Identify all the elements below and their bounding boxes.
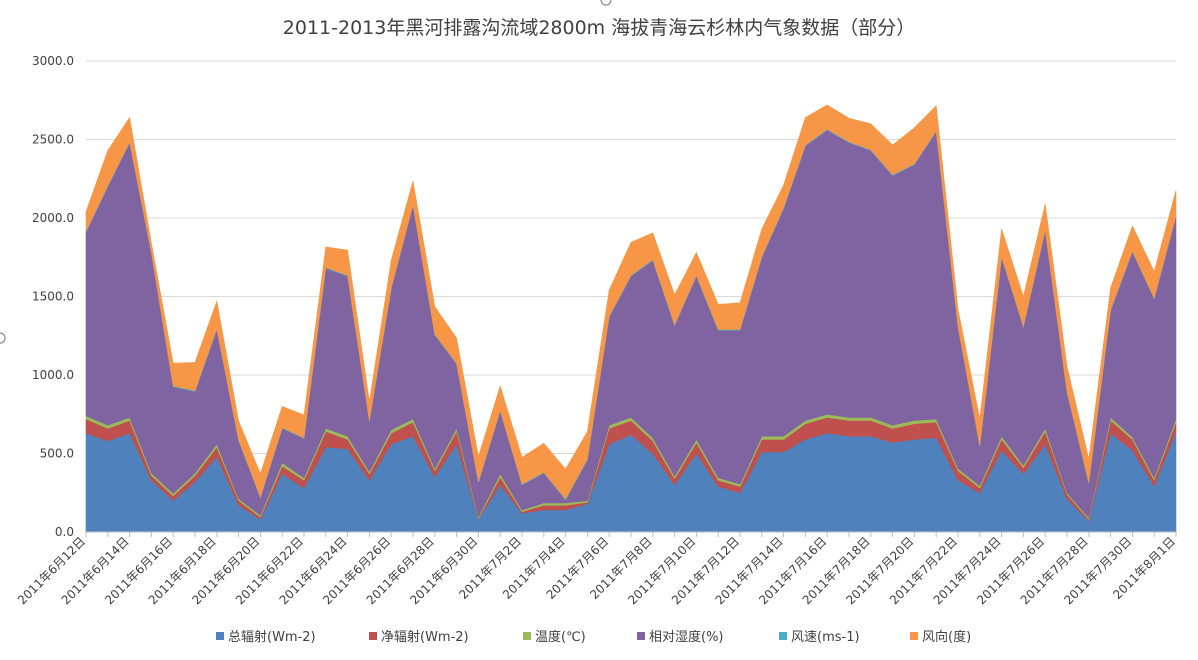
y-tick-label: 500.0 <box>40 447 74 461</box>
legend-label: 风速(ms-1) <box>791 630 860 645</box>
x-axis-ticks: 2011年6月12日2011年6月14日2011年6月16日2011年6月18日… <box>15 534 1178 607</box>
resize-handle-left[interactable] <box>0 332 6 344</box>
area-series <box>85 104 1177 533</box>
x-axis <box>85 531 1177 537</box>
y-axis-ticks: 0.0 500.0 1000.0 1500.0 2000.0 2500.0 3000.0 <box>32 54 74 539</box>
legend-swatch <box>779 632 787 640</box>
resize-handles[interactable] <box>0 0 612 344</box>
y-tick-label: 2000.0 <box>32 211 74 225</box>
y-tick-label: 2500.0 <box>32 133 74 147</box>
legend-swatch <box>523 632 531 640</box>
legend-swatch <box>369 632 377 640</box>
y-tick-label: 1500.0 <box>32 290 74 304</box>
legend-label: 相对湿度(%) <box>649 629 724 645</box>
legend-label: 风向(度) <box>922 629 971 645</box>
legend-swatch <box>637 632 645 640</box>
y-tick-label: 1000.0 <box>32 368 74 382</box>
legend: 总辐射(Wm-2) 净辐射(Wm-2) 温度(℃) 相对湿度(%) 风速(ms-1) 风向… <box>216 629 971 645</box>
legend-label: 净辐射(Wm-2) <box>381 629 469 645</box>
legend-label: 总辐射(Wm-2) <box>228 629 316 645</box>
legend-swatch <box>910 632 918 640</box>
resize-handle-top[interactable] <box>600 0 612 6</box>
y-tick-label: 3000.0 <box>32 54 74 68</box>
area-wind-direction <box>85 104 1177 500</box>
legend-label: 温度(℃) <box>535 629 586 645</box>
legend-swatch <box>216 632 224 640</box>
y-tick-label: 0.0 <box>55 525 74 539</box>
chart-title: 2011-2013年黑河排露沟流域2800m 海拔青海云杉林内气象数据（部分） <box>283 17 915 39</box>
